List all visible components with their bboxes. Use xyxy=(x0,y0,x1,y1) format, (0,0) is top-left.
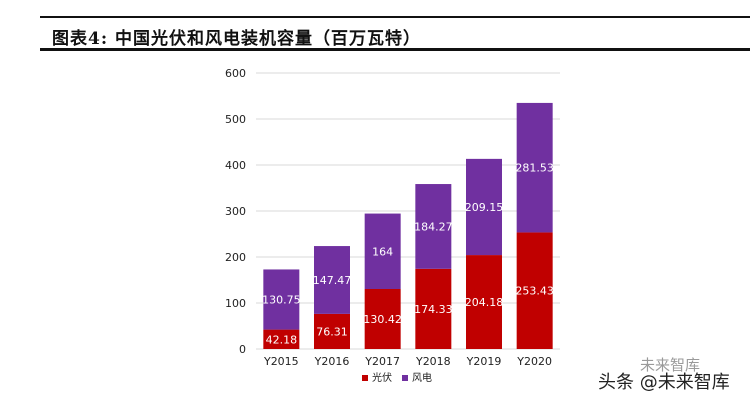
y-tick-label: 100 xyxy=(225,297,246,310)
y-tick-label: 0 xyxy=(239,343,246,356)
legend-swatch xyxy=(362,375,368,381)
y-tick-label: 600 xyxy=(225,67,246,80)
bar-segment xyxy=(314,313,350,349)
bar-segment xyxy=(466,255,502,349)
data-label: 204.18 xyxy=(465,296,504,309)
legend-label: 光伏 xyxy=(372,371,392,384)
data-label: 76.31 xyxy=(316,325,348,338)
bar-segment xyxy=(516,232,553,349)
x-tick-label: Y2015 xyxy=(263,355,299,368)
bar-segment xyxy=(263,269,300,330)
x-tick-label: Y2019 xyxy=(466,355,502,368)
bar-segment xyxy=(364,213,401,290)
bar-segment xyxy=(314,246,350,314)
legend-label: 风电 xyxy=(412,371,432,384)
data-label: 184.27 xyxy=(414,220,453,233)
x-tick-label: Y2016 xyxy=(314,355,350,368)
data-label: 164 xyxy=(372,245,393,258)
data-label: 130.75 xyxy=(262,294,301,307)
data-label: 42.18 xyxy=(266,333,298,346)
y-tick-label: 500 xyxy=(225,113,246,126)
data-label: 281.53 xyxy=(515,162,554,175)
data-label: 147.47 xyxy=(313,274,352,287)
chart-title: 图表4: 中国光伏和风电装机容量（百万瓦特） xyxy=(52,29,422,49)
title-bar: 图表4: 中国光伏和风电装机容量（百万瓦特） xyxy=(40,16,750,50)
data-label: 130.42 xyxy=(363,313,402,326)
x-tick-label: Y2017 xyxy=(364,355,400,368)
title-rule xyxy=(40,48,750,51)
bar-segment xyxy=(466,158,502,256)
data-label: 209.15 xyxy=(465,201,504,214)
y-tick-label: 300 xyxy=(225,205,246,218)
legend-swatch xyxy=(402,375,408,381)
bar-segment xyxy=(263,329,300,349)
bar-segment xyxy=(364,289,401,349)
y-tick-label: 400 xyxy=(225,159,246,172)
bar-segment xyxy=(415,268,452,349)
data-label: 174.33 xyxy=(414,303,453,316)
data-label: 253.43 xyxy=(515,285,554,298)
bar-segment xyxy=(516,102,553,233)
y-tick-label: 200 xyxy=(225,251,246,264)
x-tick-label: Y2018 xyxy=(415,355,451,368)
bar-segment xyxy=(415,184,452,269)
watermark: 头条 @未来智库 xyxy=(598,372,730,393)
watermark-faint: 未来智库 xyxy=(640,356,701,374)
x-tick-label: Y2020 xyxy=(516,355,552,368)
